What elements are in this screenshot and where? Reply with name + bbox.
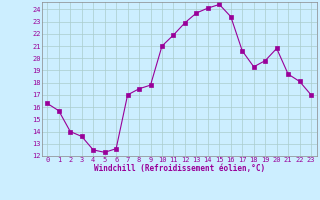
X-axis label: Windchill (Refroidissement éolien,°C): Windchill (Refroidissement éolien,°C) [94,164,265,173]
